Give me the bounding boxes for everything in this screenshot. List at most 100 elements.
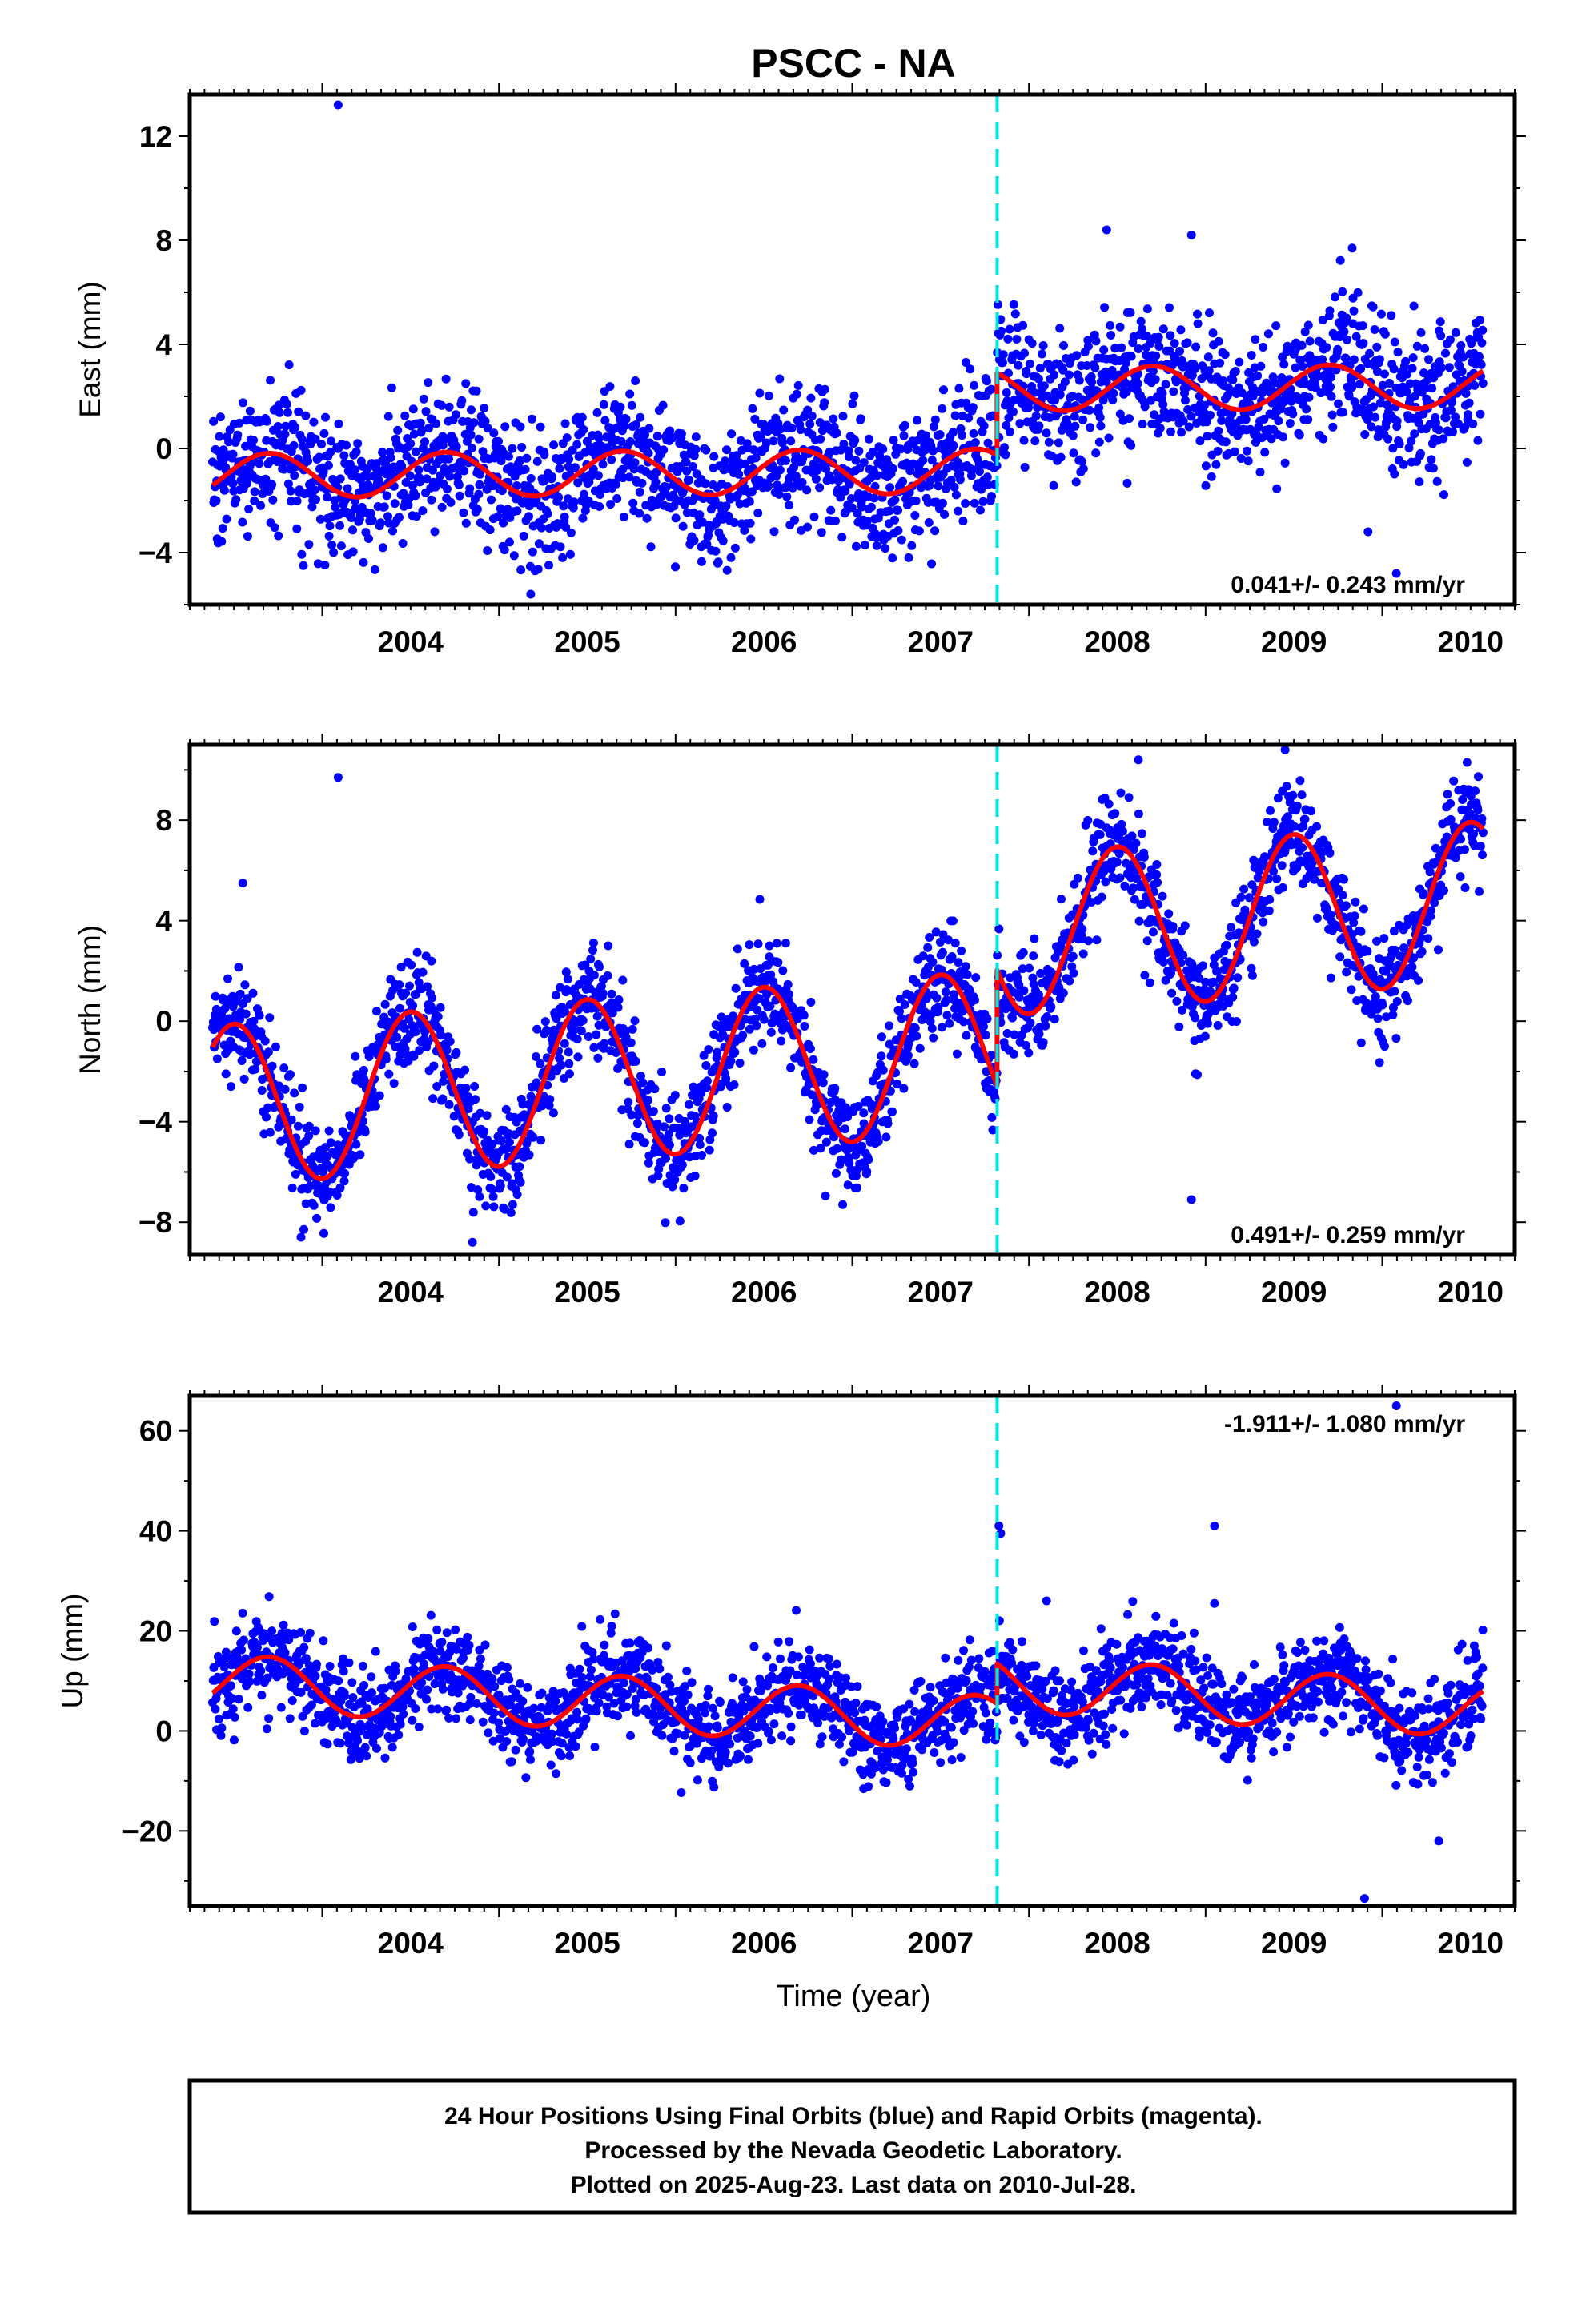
data-point	[382, 491, 391, 501]
data-point	[297, 549, 307, 559]
data-point	[779, 405, 789, 415]
data-point	[1152, 860, 1162, 869]
data-point	[573, 1052, 583, 1062]
data-point	[1133, 379, 1142, 388]
data-point	[485, 525, 495, 535]
data-point	[1409, 953, 1419, 963]
data-point	[1372, 342, 1382, 352]
data-point	[429, 1061, 439, 1071]
data-point	[1195, 436, 1205, 446]
data-point	[1428, 464, 1438, 473]
data-point	[1299, 822, 1308, 831]
data-point	[1036, 968, 1046, 978]
data-point	[847, 503, 857, 513]
data-point	[1122, 358, 1130, 368]
data-point	[1199, 961, 1207, 971]
data-point	[877, 1051, 886, 1061]
data-point	[1247, 351, 1256, 360]
data-point	[488, 481, 498, 491]
data-point	[638, 1078, 648, 1088]
data-point	[393, 425, 403, 435]
data-point	[708, 1128, 717, 1138]
data-point	[911, 978, 921, 987]
data-point	[256, 501, 266, 510]
data-point	[1295, 776, 1305, 786]
data-point	[1182, 338, 1192, 348]
data-point	[1106, 331, 1116, 340]
data-point	[1318, 355, 1327, 364]
x-tick-label: 2007	[908, 625, 974, 658]
data-point	[1193, 319, 1203, 328]
data-point	[297, 435, 307, 444]
data-point	[1247, 963, 1256, 973]
data-point	[740, 959, 749, 968]
data-point	[604, 941, 613, 951]
data-point	[1298, 362, 1307, 371]
data-point	[934, 1003, 943, 1012]
data-point	[428, 1094, 438, 1104]
x-tick-label: 2005	[554, 625, 620, 658]
data-point	[1078, 924, 1087, 934]
data-point	[748, 404, 757, 413]
data-point	[661, 1104, 671, 1113]
data-point	[1205, 308, 1214, 318]
data-point	[629, 464, 639, 474]
data-point	[1407, 436, 1416, 446]
data-point	[452, 1047, 461, 1057]
data-point	[1222, 940, 1231, 950]
data-point	[1471, 786, 1480, 796]
data-point	[1399, 460, 1408, 469]
data-point	[929, 1033, 938, 1043]
data-point	[904, 553, 913, 562]
data-point	[793, 380, 803, 390]
data-point	[923, 943, 933, 952]
data-point	[401, 477, 411, 487]
data-point	[766, 970, 776, 979]
data-point	[829, 1132, 838, 1142]
data-point	[893, 505, 903, 515]
data-points	[208, 745, 1488, 1247]
data-point	[1392, 416, 1402, 426]
data-point	[1269, 866, 1278, 876]
data-point	[1344, 392, 1354, 401]
data-point	[335, 474, 345, 484]
data-point	[273, 422, 283, 431]
data-point	[1459, 352, 1468, 362]
outlier-point	[468, 1237, 477, 1247]
data-point	[303, 456, 312, 466]
data-point	[1435, 317, 1445, 327]
data-point	[1283, 341, 1292, 351]
data-point	[1372, 936, 1382, 946]
data-point	[1264, 906, 1274, 915]
data-point	[619, 512, 628, 521]
data-point	[1456, 340, 1466, 350]
data-point	[699, 1051, 709, 1060]
data-point	[702, 1083, 711, 1092]
data-point	[632, 1119, 642, 1128]
data-point	[809, 512, 819, 521]
data-point	[1012, 335, 1022, 344]
data-point	[1334, 399, 1343, 408]
data-point	[496, 456, 506, 465]
data-point	[1018, 320, 1027, 330]
rate-label: 0.041+/- 0.243 mm/yr	[1231, 572, 1465, 598]
data-point	[1356, 1038, 1366, 1047]
data-point	[821, 464, 831, 473]
data-point	[281, 421, 291, 431]
data-point	[496, 1136, 506, 1145]
x-tick-label: 2006	[731, 625, 797, 658]
data-point	[1312, 913, 1322, 923]
data-point	[1456, 872, 1465, 882]
data-point	[279, 1063, 289, 1073]
plot-frame	[187, 92, 1517, 607]
data-point	[594, 1020, 604, 1030]
data-point	[1120, 881, 1130, 891]
data-point	[1132, 874, 1141, 883]
data-point	[228, 479, 238, 489]
data-point	[1178, 951, 1188, 960]
data-point	[927, 559, 936, 569]
data-point	[1371, 412, 1380, 422]
data-point	[360, 1128, 370, 1136]
data-point	[592, 408, 602, 417]
data-point	[350, 465, 359, 474]
